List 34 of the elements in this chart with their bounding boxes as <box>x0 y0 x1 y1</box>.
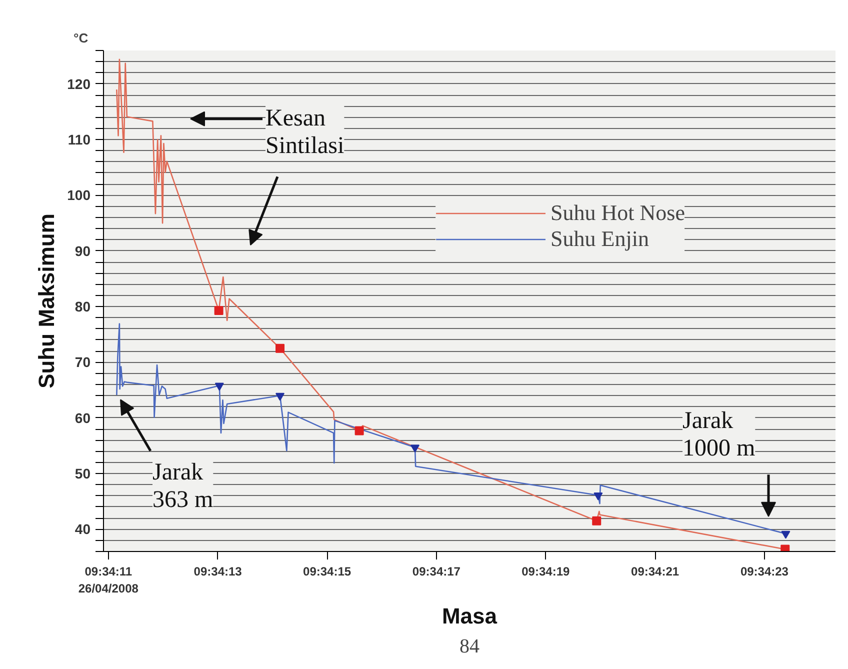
text: °C <box>74 30 89 46</box>
legend-label: Suhu Hot Nose <box>550 200 685 226</box>
point <box>214 382 224 391</box>
x-tick-label: 09:34:13 <box>194 564 242 578</box>
annotation: Kesan Sintilasi <box>266 106 345 159</box>
text: 84 <box>460 636 480 658</box>
y-tick-label: 50 <box>74 466 91 482</box>
point <box>214 306 224 315</box>
point <box>276 344 285 353</box>
legend-label: Suhu Enjin <box>550 226 649 252</box>
point <box>781 530 790 539</box>
annotation: Jarak 1000 m <box>682 408 756 462</box>
y-tick-label: 120 <box>67 76 91 92</box>
y-tick-label: 90 <box>74 242 91 259</box>
x-tick-label: 09:34:15 <box>303 564 352 578</box>
y-tick-label: 100 <box>67 187 91 204</box>
x-tick-label: 09:34:23 <box>740 564 789 578</box>
point <box>276 392 285 401</box>
x-tick-label: 09:34:19 <box>522 564 570 578</box>
y-tick-label: 110 <box>68 132 91 148</box>
point <box>594 492 603 500</box>
point <box>410 444 420 453</box>
y-tick-label: 40 <box>74 521 91 538</box>
x-tick-label: 09:34:17 <box>412 564 461 578</box>
y-tick-label: 70 <box>74 354 91 370</box>
y-tick-label: 60 <box>74 410 91 426</box>
point <box>592 516 602 526</box>
x-axis-title: Masa <box>442 603 498 628</box>
y-tick-label: 80 <box>74 298 91 315</box>
point <box>354 426 364 436</box>
x-tick-label: 09:34:11 26/04/2008 <box>78 564 139 596</box>
x-tick-label: 09:34:21 <box>631 564 680 578</box>
y-axis-title: Suhu Maksimum <box>34 214 60 388</box>
annotation: Jarak 363 m <box>152 459 214 513</box>
